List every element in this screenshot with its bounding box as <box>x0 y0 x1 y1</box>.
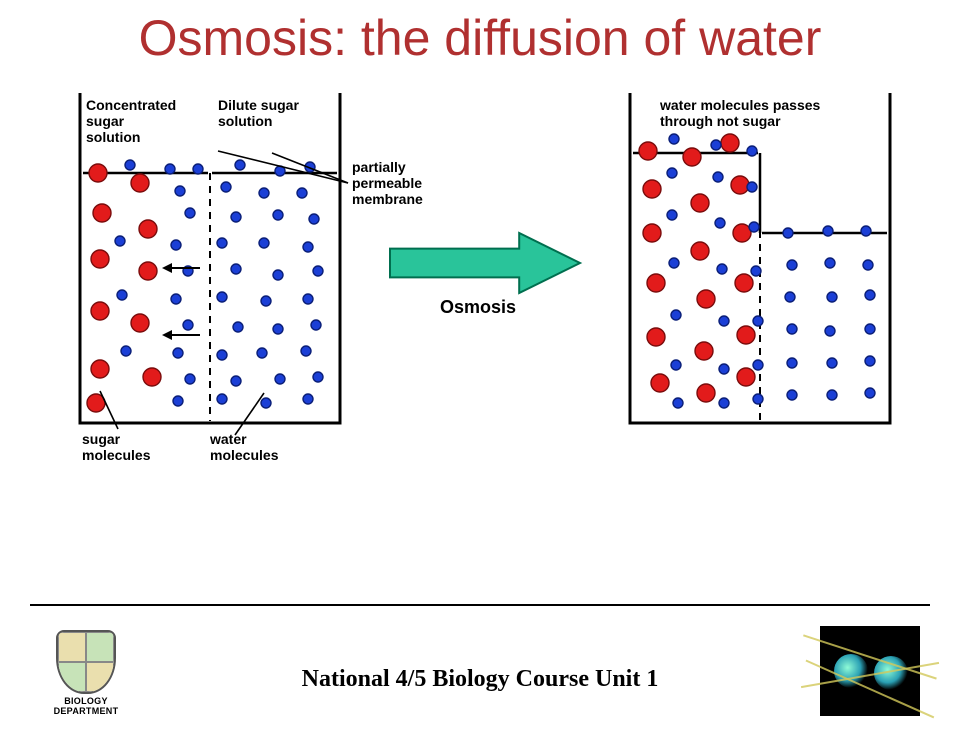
label-sugar-molecules: sugar molecules <box>82 431 150 463</box>
label-concentrated: Concentrated sugar solution <box>86 97 176 145</box>
logo-caption: BIOLOGY DEPARTMENT <box>40 696 132 716</box>
label-osmosis: Osmosis <box>440 297 516 318</box>
school-logo: BIOLOGY DEPARTMENT <box>40 624 132 724</box>
footer: BIOLOGY DEPARTMENT National 4/5 Biology … <box>0 616 960 726</box>
label-passes-through: water molecules passes through not sugar <box>660 97 820 129</box>
diagram-stage: Concentrated sugar solution Dilute sugar… <box>40 73 920 493</box>
horizontal-divider <box>30 604 930 606</box>
label-membrane: partially permeable membrane <box>352 159 423 207</box>
label-water-molecules: water molecules <box>210 431 278 463</box>
footer-text: National 4/5 Biology Course Unit 1 <box>302 666 659 693</box>
science-image <box>820 626 920 716</box>
label-dilute: Dilute sugar solution <box>218 97 299 129</box>
page-title: Osmosis: the diffusion of water <box>40 12 920 65</box>
